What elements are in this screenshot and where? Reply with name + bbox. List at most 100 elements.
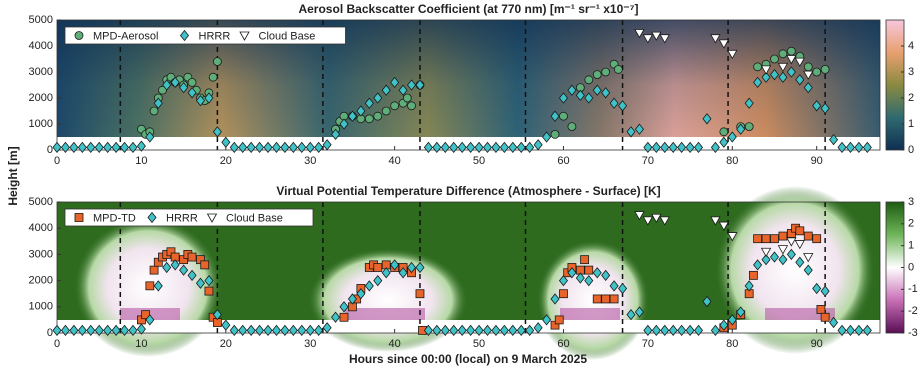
point: [347, 110, 357, 122]
point: [322, 322, 332, 334]
x-tick-label: 0: [54, 338, 60, 350]
point: [305, 141, 315, 154]
heatmap-stable: [560, 308, 620, 320]
point: [52, 324, 62, 337]
point: [229, 141, 239, 154]
y-tick-label: 0: [47, 327, 53, 339]
point: [364, 97, 374, 109]
point: [862, 324, 872, 337]
point: [550, 129, 560, 139]
legend-label: HRRR: [199, 30, 231, 42]
point: [136, 323, 146, 335]
point: [195, 94, 206, 107]
point: [239, 31, 250, 41]
point: [710, 324, 720, 337]
point: [170, 76, 180, 89]
point: [60, 324, 70, 337]
point: [390, 101, 400, 111]
x-tick-label: 40: [389, 155, 401, 167]
point: [592, 267, 602, 279]
point: [794, 240, 805, 250]
chart-title: Aerosol Backscatter Coefficient (at 770 …: [298, 2, 638, 16]
point: [567, 267, 577, 279]
point: [753, 234, 763, 244]
point: [187, 78, 197, 87]
point: [482, 141, 493, 154]
x-tick-label: 30: [304, 338, 316, 350]
point: [179, 264, 189, 276]
y-tick-label: 5000: [29, 14, 53, 26]
point: [770, 54, 779, 64]
y-tick-label: 2000: [29, 92, 53, 104]
point: [584, 75, 594, 85]
point: [195, 277, 206, 289]
point: [719, 136, 729, 148]
point: [580, 255, 589, 265]
point: [339, 312, 349, 322]
point: [778, 231, 788, 241]
point: [60, 141, 70, 154]
point: [601, 269, 611, 282]
colorbar-tick-label: 0: [908, 144, 914, 156]
point: [381, 267, 391, 279]
point: [559, 111, 568, 121]
point: [634, 29, 645, 39]
point: [575, 89, 585, 102]
point: [592, 70, 602, 79]
point: [854, 141, 864, 154]
point: [719, 319, 729, 331]
point: [305, 324, 315, 337]
point: [533, 139, 543, 151]
point: [255, 324, 265, 337]
point: [786, 55, 797, 65]
point: [727, 131, 737, 143]
point: [94, 141, 104, 154]
point: [845, 324, 855, 337]
point: [554, 315, 564, 325]
point: [322, 139, 332, 151]
colorbar-tick-label: 3: [908, 196, 914, 208]
colorbar-tick-label: 2: [908, 92, 914, 104]
point: [466, 141, 476, 154]
point: [208, 72, 218, 82]
heatmap-stable: [345, 308, 425, 320]
point: [145, 281, 155, 291]
point: [668, 141, 678, 154]
x-axis-label: Hours since 00:00 (local) on 9 March 202…: [349, 352, 587, 366]
point: [288, 141, 298, 154]
point: [609, 294, 619, 304]
point: [584, 92, 594, 104]
point: [642, 34, 654, 44]
point: [558, 92, 568, 104]
point: [331, 128, 341, 141]
point: [381, 106, 391, 116]
point: [120, 324, 130, 337]
point: [449, 324, 459, 337]
point: [837, 324, 847, 337]
point: [794, 57, 805, 67]
point: [147, 211, 157, 224]
x-tick-label: 80: [726, 155, 738, 167]
point: [584, 265, 594, 275]
panel-bottom: 0 10 20 30 40 50 60 70 80 90010002000300040005000…: [29, 184, 918, 360]
point: [609, 280, 619, 292]
point: [314, 324, 324, 337]
point: [760, 247, 772, 258]
point: [136, 140, 146, 152]
point: [407, 79, 417, 91]
point: [373, 92, 383, 104]
point: [246, 141, 256, 154]
point: [381, 84, 391, 96]
point: [280, 141, 290, 154]
point: [149, 265, 159, 275]
point: [702, 113, 712, 125]
point: [736, 306, 746, 318]
colorbar-tick-label: 2: [908, 218, 914, 230]
point: [685, 141, 695, 154]
y-tick-label: 4000: [29, 40, 53, 52]
point: [423, 324, 433, 337]
point: [390, 259, 400, 271]
point: [525, 141, 535, 154]
point: [820, 285, 830, 297]
point: [415, 79, 425, 91]
